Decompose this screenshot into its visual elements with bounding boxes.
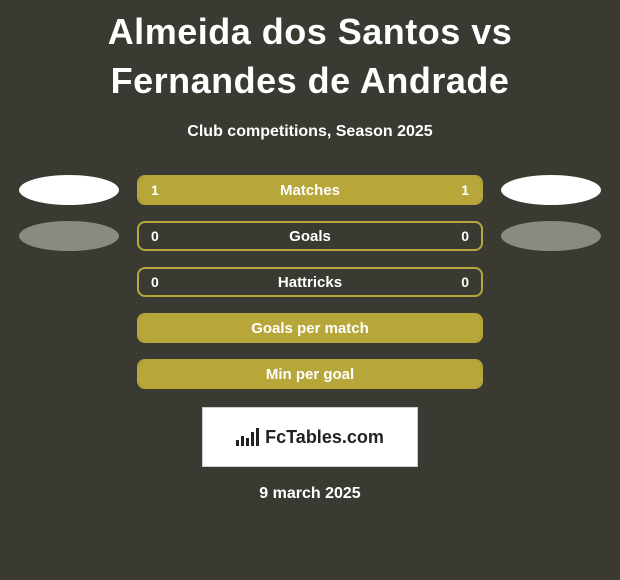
stat-row-min-per-goal: Min per goal xyxy=(0,359,620,389)
stat-label: Goals per match xyxy=(139,320,481,337)
stat-label: Matches xyxy=(139,182,481,199)
marker-placeholder xyxy=(501,359,601,389)
subtitle: Club competitions, Season 2025 xyxy=(0,123,620,141)
marker-placeholder xyxy=(501,267,601,297)
stat-row-goals-per-match: Goals per match xyxy=(0,313,620,343)
left-team-marker xyxy=(19,175,119,205)
stat-row-hattricks: 0 Hattricks 0 xyxy=(0,267,620,297)
stat-label: Min per goal xyxy=(139,366,481,383)
left-team-marker xyxy=(19,221,119,251)
stat-row-goals: 0 Goals 0 xyxy=(0,221,620,251)
stat-bar: Goals per match xyxy=(137,313,483,343)
stat-bar: Min per goal xyxy=(137,359,483,389)
marker-placeholder xyxy=(501,313,601,343)
marker-placeholder xyxy=(19,359,119,389)
comparison-card: Almeida dos Santos vs Fernandes de Andra… xyxy=(0,0,620,580)
stat-row-matches: 1 Matches 1 xyxy=(0,175,620,205)
right-team-marker xyxy=(501,175,601,205)
marker-placeholder xyxy=(19,267,119,297)
brand-box[interactable]: FcTables.com xyxy=(202,407,418,467)
stat-bar: 0 Hattricks 0 xyxy=(137,267,483,297)
marker-placeholder xyxy=(19,313,119,343)
stat-bar: 1 Matches 1 xyxy=(137,175,483,205)
stat-bar: 0 Goals 0 xyxy=(137,221,483,251)
stat-label: Hattricks xyxy=(139,274,481,291)
brand-text: FcTables.com xyxy=(265,427,384,448)
brand-inner: FcTables.com xyxy=(236,427,384,448)
stat-label: Goals xyxy=(139,228,481,245)
date-label: 9 march 2025 xyxy=(0,485,620,503)
bar-chart-icon xyxy=(236,428,259,446)
stats-block: 1 Matches 1 0 Goals 0 0 Hattri xyxy=(0,175,620,389)
right-team-marker xyxy=(501,221,601,251)
page-title: Almeida dos Santos vs Fernandes de Andra… xyxy=(0,0,620,105)
